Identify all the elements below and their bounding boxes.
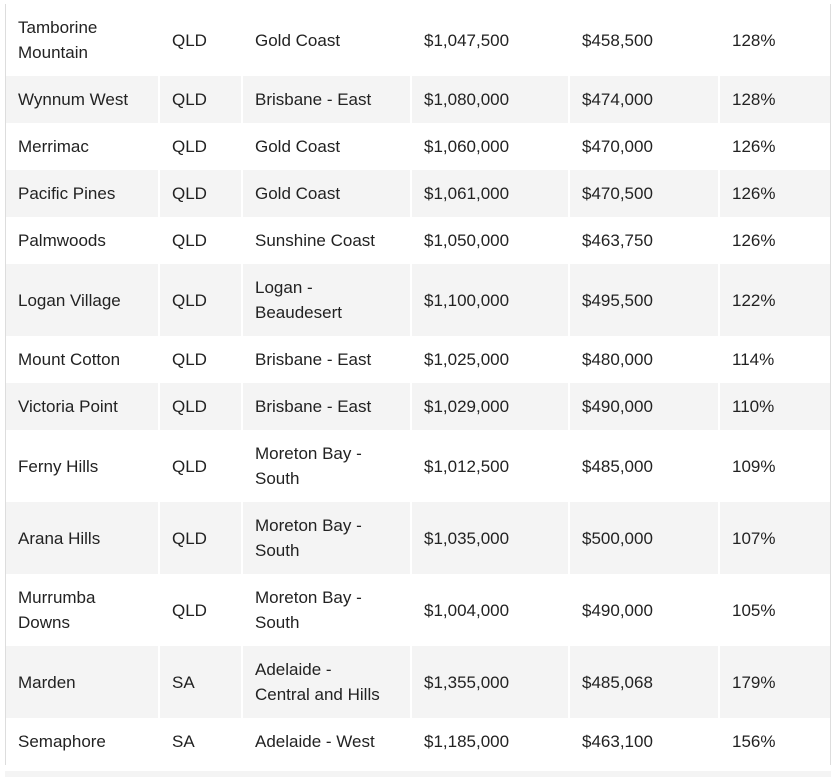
table-cell: Moreton Bay - South	[241, 574, 411, 646]
table-cell: Arana Hills	[6, 502, 159, 574]
table-cell: Palmwoods	[18, 231, 106, 250]
table-cell: 105%	[718, 574, 830, 646]
table-cell: $1,185,000	[410, 718, 569, 765]
table-cell: 126%	[718, 217, 830, 264]
table-cell: $1,050,000	[410, 217, 569, 264]
table-cell: Brisbane - East	[241, 383, 411, 430]
table-cell: $1,100,000	[410, 264, 569, 336]
table-cell: QLD	[158, 4, 242, 76]
table-row: Mount Cotton QLD Brisbane - East $1,025,000…	[6, 336, 830, 383]
table-row: Murrumba Downs QLD Moreton Bay - South $1,0…	[6, 574, 830, 646]
table-cell: 126%	[718, 170, 830, 217]
table-cell: Semaphore	[18, 732, 106, 751]
table-row: Logan Village QLD Logan - Beaudesert $1,100…	[6, 264, 830, 336]
table-cell: Gold Coast	[241, 123, 411, 170]
table-cell: Sunshine Coast	[241, 217, 411, 264]
table-row: Marden SA Adelaide - Central and Hills $1,3…	[6, 646, 830, 718]
table-row: Pacific Pines QLD Gold Coast $1,061,000 $470…	[6, 170, 830, 217]
table-cell: QLD	[158, 336, 242, 383]
table-cell: Adelaide - Central and Hills	[241, 646, 411, 718]
table-cell: $495,500	[568, 264, 719, 336]
table-cell: $1,029,000	[410, 383, 569, 430]
table-cell: $500,000	[568, 502, 719, 574]
table-cell: Ferny Hills	[18, 456, 99, 476]
table-cell: $1,061,000	[410, 170, 569, 217]
table-cell: Tamborine Mountain	[18, 18, 98, 62]
table-cell: 126%	[718, 123, 830, 170]
table-cell: 128%	[718, 4, 830, 76]
table-cell: QLD	[158, 217, 242, 264]
table-cell: QLD	[158, 502, 242, 574]
table-cell: $458,500	[568, 4, 719, 76]
table-cell: $463,100	[568, 718, 719, 765]
table-cell: QLD	[158, 264, 242, 336]
table-cell: $490,000	[568, 574, 719, 646]
table-cell: $463,750	[568, 217, 719, 264]
table-cell: $1,025,000	[410, 336, 569, 383]
table-body: Tamborine Mountain QLD Gold Coast $1,047,50…	[6, 4, 830, 765]
table-cell: $1,047,500	[410, 4, 569, 76]
next-row	[5, 771, 831, 777]
table-row: Palmwoods QLD Sunshine Coast $1,050,000 $463…	[6, 217, 830, 264]
table-row: Ferny Hills QLD Moreton Bay - South $1,012,…	[6, 430, 830, 502]
table-cell: QLD	[158, 123, 242, 170]
table-cell: Victoria Point	[6, 383, 159, 430]
table-row: Arana Hills QLD Moreton Bay - South $1,035,…	[6, 502, 830, 574]
table-cell: Logan - Beaudesert	[241, 264, 411, 336]
table-row: Tamborine Mountain QLD Gold Coast $1,047,50…	[6, 4, 830, 76]
table-cell: 179%	[718, 646, 830, 718]
table-cell: 114%	[718, 336, 830, 383]
table-row: Victoria Point QLD Brisbane - East $1,029,0…	[6, 383, 830, 430]
table-cell: $1,012,500	[410, 430, 569, 502]
table-cell: 109%	[718, 430, 830, 502]
table-cell: Brisbane - East	[241, 336, 411, 383]
table-cell: 122%	[718, 264, 830, 336]
table-cell: Marden	[6, 646, 159, 718]
table-cell: $1,004,000	[410, 574, 569, 646]
table-cell: Adelaide - West	[241, 718, 411, 765]
table-cell: Gold Coast	[241, 170, 411, 217]
table-cell: Moreton Bay - South	[241, 430, 411, 502]
table-cell: $480,000	[568, 336, 719, 383]
table-cell: 156%	[718, 718, 830, 765]
table-cell: 110%	[718, 383, 830, 430]
table-cell: Merrimac	[18, 137, 89, 156]
table-cell: Wynnum West	[6, 76, 159, 123]
table-cell: $1,355,000	[410, 646, 569, 718]
table-cell: Pacific Pines	[6, 170, 159, 217]
table-cell: QLD	[158, 76, 242, 123]
table-cell: Gold Coast	[241, 4, 411, 76]
table-row: Merrimac QLD Gold Coast $1,060,000 $470,000 1…	[6, 123, 830, 170]
table-cell: QLD	[158, 574, 242, 646]
table-cell: QLD	[158, 170, 242, 217]
table-cell: 107%	[718, 502, 830, 574]
table-cell: QLD	[158, 430, 242, 502]
table-cell: $1,035,000	[410, 502, 569, 574]
table-cell: Moreton Bay - South	[241, 502, 411, 574]
table-cell: $474,000	[568, 76, 719, 123]
table-row: Semaphore SA Adelaide - West $1,185,000 $463…	[6, 718, 830, 765]
table-cell: SA	[158, 718, 242, 765]
table-cell: $485,068	[568, 646, 719, 718]
table-cell: $1,080,000	[410, 76, 569, 123]
table-cell: $490,000	[568, 383, 719, 430]
table-cell: 128%	[718, 76, 830, 123]
table-container: Tamborine Mountain QLD Gold Coast $1,047,50…	[5, 4, 831, 765]
table-cell: $1,060,000	[410, 123, 569, 170]
table: Tamborine Mountain QLD Gold Coast $1,047,50…	[6, 4, 830, 765]
table-cell: Murrumba Downs	[18, 588, 96, 632]
table-cell: Brisbane - East	[241, 76, 411, 123]
table-cell: $470,000	[568, 123, 719, 170]
table-cell: Mount Cotton	[18, 350, 121, 369]
table-row: Wynnum West QLD Brisbane - East $1,080,000 $…	[6, 76, 830, 123]
table-cell: $485,000	[568, 430, 719, 502]
table-cell: SA	[158, 646, 242, 718]
table-cell: QLD	[158, 383, 242, 430]
table-cell: Logan Village	[6, 264, 159, 336]
table-cell: $470,500	[568, 170, 719, 217]
